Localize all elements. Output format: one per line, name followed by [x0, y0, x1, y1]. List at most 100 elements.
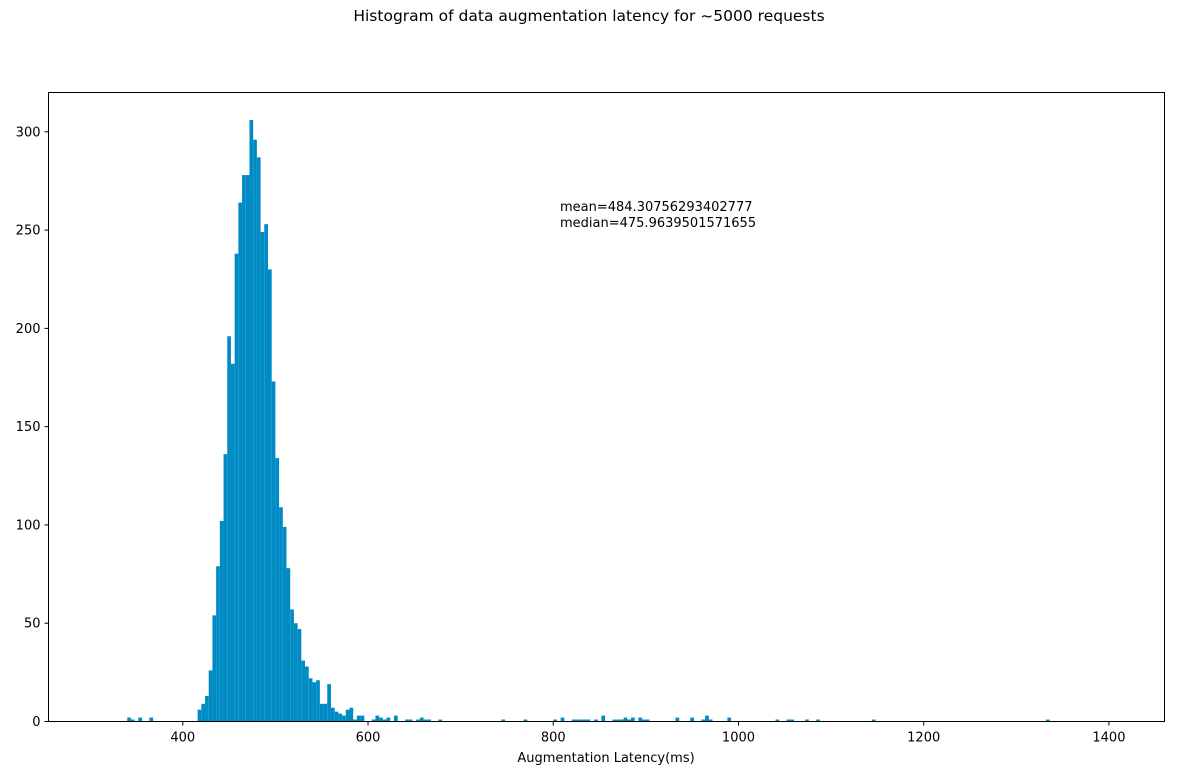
histogram-bar: [775, 719, 780, 722]
x-tick-label: 1000: [722, 731, 755, 746]
histogram-bar: [790, 719, 795, 722]
histogram-bar: [360, 715, 365, 722]
histogram-bar: [201, 703, 206, 722]
histogram-bar: [227, 336, 231, 722]
histogram-bar: [249, 120, 254, 722]
histogram-bar: [405, 719, 409, 722]
histogram-bar: [501, 719, 506, 722]
histogram-bar: [690, 717, 695, 722]
histogram-bar: [575, 719, 580, 722]
histogram-bar: [264, 224, 268, 722]
y-tick-label: 150: [16, 420, 41, 435]
histogram-bar: [271, 381, 276, 722]
histogram-bar: [290, 609, 294, 722]
histogram-bar: [375, 715, 380, 722]
y-axis-ticks: 0 50 100 150 200 250 300: [16, 125, 49, 730]
histogram-bar: [727, 717, 732, 722]
median-annotation: median=475.9639501571655: [560, 216, 756, 231]
histogram-bar: [353, 719, 357, 722]
chart-title: Histogram of data augmentation latency f…: [353, 7, 824, 25]
histogram-bar: [212, 615, 217, 722]
histogram-bar: [386, 717, 391, 722]
histogram-bar: [786, 719, 791, 722]
histogram-bar: [275, 458, 280, 722]
histogram-bar: [705, 715, 709, 722]
histogram-bar: [286, 568, 291, 722]
histogram-bar: [631, 717, 635, 722]
histogram-bar: [327, 684, 331, 722]
histogram-bar: [594, 719, 598, 722]
histogram-bar: [553, 719, 557, 722]
histogram-bar: [523, 719, 528, 722]
histogram-bar: [871, 719, 876, 722]
histogram-bar: [642, 719, 646, 722]
x-tick-label: 800: [541, 731, 566, 746]
histogram-bar: [197, 709, 202, 722]
x-axis-ticks: 400 600 800 1000 1200 1400: [170, 721, 1125, 746]
histogram-bar: [219, 521, 224, 722]
histogram-bar: [223, 454, 228, 722]
histogram-bar: [645, 719, 650, 722]
histogram-bar: [149, 717, 154, 722]
histogram-bar: [230, 363, 235, 722]
histogram-bar: [601, 715, 606, 722]
histogram-bar: [371, 719, 376, 722]
histogram-bar: [308, 678, 313, 722]
y-tick-label: 200: [16, 322, 41, 337]
y-tick-label: 0: [32, 715, 40, 730]
histogram-bar: [349, 707, 354, 722]
histogram-bar: [427, 719, 431, 722]
plot-frame: [48, 92, 1165, 722]
histogram-bar: [330, 707, 335, 722]
histogram-bar: [638, 717, 643, 722]
histogram-bar: [805, 719, 809, 722]
histogram-bar: [408, 719, 413, 722]
histogram-bar: [256, 157, 261, 722]
histogram-bar: [323, 703, 328, 722]
histogram-bar: [282, 526, 287, 722]
histogram-bar: [393, 715, 398, 722]
histogram-bar: [242, 175, 246, 722]
histogram-bar: [379, 717, 383, 722]
histogram-bar: [382, 719, 387, 722]
histogram-bar: [560, 717, 565, 722]
histogram-bar: [205, 695, 209, 722]
histogram-bar: [130, 719, 135, 722]
histogram-bar: [816, 719, 820, 722]
histogram-bar: [253, 139, 257, 722]
x-tick-label: 1400: [1092, 731, 1125, 746]
histogram-bar: [279, 507, 283, 722]
histogram-bar: [338, 713, 343, 722]
mean-annotation: mean=484.30756293402777: [560, 200, 753, 215]
histogram-bar: [438, 719, 443, 722]
histogram-bar: [342, 715, 346, 722]
histogram-bars: [127, 120, 1050, 722]
histogram-bar: [127, 717, 131, 722]
histogram-bar: [623, 717, 628, 722]
histogram-bar: [245, 175, 250, 722]
histogram-bar: [293, 623, 298, 722]
histogram-bar: [301, 660, 306, 722]
y-tick-label: 50: [24, 617, 41, 632]
x-tick-label: 600: [356, 731, 381, 746]
histogram-bar: [701, 719, 706, 722]
histogram-bar: [319, 703, 324, 722]
x-tick-label: 400: [170, 731, 195, 746]
x-tick-label: 1200: [907, 731, 940, 746]
histogram-bar: [138, 717, 143, 722]
histogram-bar: [419, 717, 424, 722]
histogram-bar: [423, 719, 428, 722]
histogram-bar: [208, 670, 213, 722]
histogram-bar: [238, 202, 243, 722]
histogram-bar: [416, 719, 420, 722]
x-axis-label: Augmentation Latency(ms): [517, 751, 694, 765]
histogram-bar: [260, 232, 265, 722]
y-tick-label: 250: [16, 224, 41, 239]
histogram-bar: [216, 566, 220, 722]
histogram-bar: [582, 719, 587, 722]
histogram-bar: [619, 719, 624, 722]
histogram-bar: [571, 719, 576, 722]
histogram-bar: [612, 719, 617, 722]
histogram-bar: [708, 719, 713, 722]
histogram-bar: [297, 629, 302, 722]
